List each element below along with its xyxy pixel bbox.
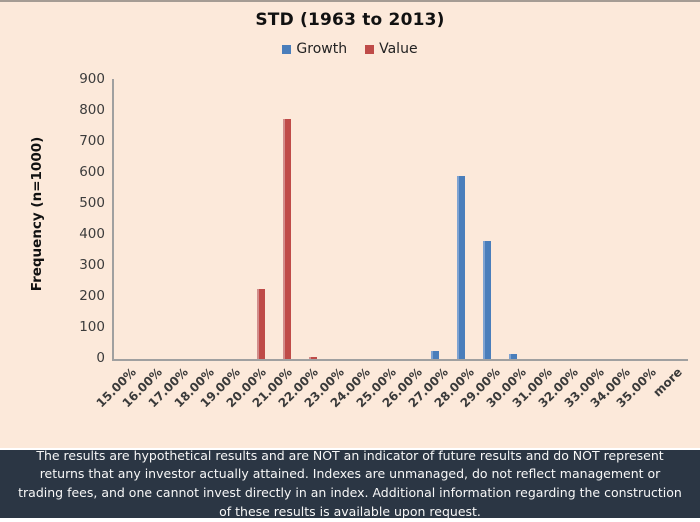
growth-bar-27.00% xyxy=(431,351,439,359)
legend-item-growth: Growth xyxy=(282,41,347,57)
x-axis-line xyxy=(112,359,688,361)
disclaimer-footer: The results are hypothetical results and… xyxy=(0,448,700,519)
value-bar-21.00% xyxy=(283,119,291,359)
chart-title: STD (1963 to 2013) xyxy=(255,10,445,30)
growth-swatch-icon xyxy=(282,44,292,54)
y-axis-title: Frequency (n=1000) xyxy=(29,136,45,292)
legend: Growth Value xyxy=(0,41,700,57)
y-tick-label: 500 xyxy=(79,195,105,211)
legend-label-value: Value xyxy=(379,41,418,57)
y-tick-label: 200 xyxy=(79,288,105,304)
y-tick-label: 0 xyxy=(96,350,105,366)
growth-bar-29.00% xyxy=(483,241,491,359)
y-tick-label: 300 xyxy=(79,257,105,273)
plot-area: Frequency (n=1000) 0 100 200 300 400 500 600 70… xyxy=(0,2,700,448)
y-tick-label: 900 xyxy=(79,71,105,87)
value-bar-22.00% xyxy=(309,357,317,359)
growth-bar-30.00% xyxy=(509,354,517,359)
y-tick-label: 700 xyxy=(79,133,105,149)
legend-label-growth: Growth xyxy=(296,41,348,57)
value-swatch-icon xyxy=(365,44,375,54)
y-tick-label: 800 xyxy=(79,102,105,118)
y-tick-label: 100 xyxy=(79,319,105,335)
disclaimer-text: The results are hypothetical results and… xyxy=(18,447,682,519)
value-bar-20.00% xyxy=(257,289,265,359)
growth-bar-28.00% xyxy=(457,176,465,359)
y-tick-label: 600 xyxy=(79,164,105,180)
legend-item-value: Value xyxy=(365,41,418,57)
y-axis-line xyxy=(112,79,114,361)
y-tick-label: 400 xyxy=(79,226,105,242)
chart-panel: STD (1963 to 2013) Growth Value Frequenc… xyxy=(0,0,700,448)
